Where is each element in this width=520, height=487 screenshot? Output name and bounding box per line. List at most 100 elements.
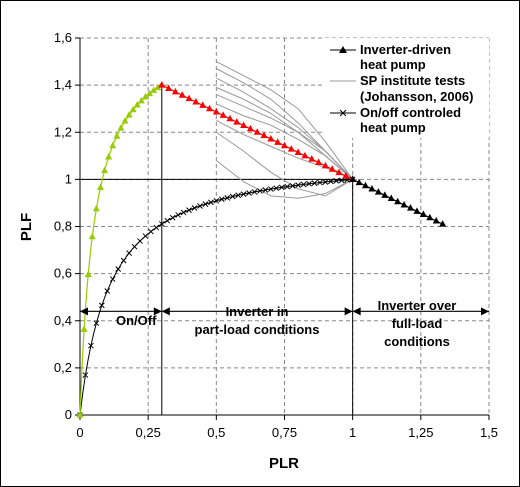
inverter-triangle-marker [226, 114, 234, 122]
on-off-cross-marker [180, 209, 187, 216]
x-tick-label: 1 [349, 425, 356, 440]
inverter-triangle-marker [281, 141, 288, 149]
region-label-full-load-line1: Inverter over [378, 298, 457, 313]
inverter-triangle-marker [141, 93, 149, 100]
inverter-triangle-marker [253, 128, 261, 135]
x-tick-labels: 0 0,25 0,5 0,75 1 1,25 1,5 [76, 425, 498, 440]
on-off-cross-marker [93, 320, 100, 327]
on-off-cross-marker [158, 221, 165, 227]
inverter-triangle-marker [246, 124, 254, 132]
arrow-part-load-head-left [161, 307, 170, 316]
inverter-triangle-marker [109, 141, 117, 149]
inverter-triangle-marker [407, 204, 415, 211]
on-off-cross-marker [240, 191, 247, 197]
inverter-triangle-marker [394, 197, 402, 205]
inverter-triangle-marker [267, 134, 275, 142]
on-off-cross-marker [88, 342, 94, 349]
inverter-triangle-marker [294, 148, 302, 155]
on-off-cross-marker [289, 182, 296, 189]
on-off-cross-marker [148, 228, 154, 235]
on-off-cross-marker [218, 196, 225, 203]
inverter-triangle-marker [274, 138, 282, 145]
inverter-triangle-marker [413, 207, 421, 214]
inverter-triangle-marker [137, 96, 145, 104]
axes [79, 38, 489, 416]
inverter-triangle-marker [121, 117, 129, 124]
inverter-triangle-marker [335, 168, 343, 176]
on-off-cross-marker [197, 203, 203, 209]
inverter-triangle-marker [342, 172, 350, 179]
on-off-cross-marker [153, 224, 160, 231]
legend-marker-triangle [339, 46, 347, 53]
on-off-cross-marker [295, 182, 301, 188]
x-tick-label: 1,25 [408, 425, 433, 440]
on-off-cross-marker [327, 178, 334, 185]
on-off-cross-marker [322, 179, 329, 185]
inverter-triangle-marker [419, 210, 427, 218]
arrow-full-load-head-right [481, 307, 489, 316]
sp-institute-curve [216, 131, 353, 197]
inverter-triangle-marker [426, 213, 434, 221]
on-off-cross-marker [175, 212, 182, 218]
inverter-triangle-marker [233, 118, 241, 125]
inverter-triangle-marker [219, 111, 227, 118]
inverter-triangle-marker [349, 175, 357, 182]
x-axis-title: PLR [269, 455, 299, 472]
inverter-triangle-marker [287, 145, 295, 152]
inverter-triangle-marker [368, 184, 376, 192]
on-off-cross-marker [202, 201, 209, 207]
inverter-triangle-marker [315, 158, 323, 166]
inverter-series [76, 81, 447, 418]
inverter-triangle-marker [88, 232, 96, 240]
inverter-green-line [79, 84, 163, 416]
inverter-triangle-marker [381, 191, 389, 198]
inverter-triangle-marker [432, 216, 440, 224]
on-off-cross-marker [262, 187, 269, 193]
on-off-cross-marker [257, 188, 263, 194]
arrow-full-load-head-left [352, 307, 361, 316]
y-tick-label: 1,2 [54, 124, 72, 139]
inverter-triangle-marker [117, 124, 125, 131]
inverter-triangle-marker [355, 178, 363, 186]
inverter-triangle-marker [301, 151, 309, 159]
on-off-cross-marker [246, 190, 252, 196]
sp-institute-curve [216, 94, 354, 180]
inverter-triangle-marker [165, 84, 173, 91]
on-off-cross-marker [115, 266, 122, 272]
arrow-on-off-head-left [80, 307, 88, 316]
y-tick-label: 0,2 [54, 360, 72, 375]
on-off-cross-marker [213, 197, 220, 204]
on-off-cross-marker [251, 189, 258, 195]
legend-item-inverter: Inverter-driven heat pump [330, 42, 451, 72]
inverter-triangle-marker [328, 165, 336, 172]
on-off-cross-marker [131, 243, 138, 250]
y-tick-label: 0,8 [54, 219, 72, 234]
inverter-triangle-marker [387, 194, 395, 202]
on-off-cross-marker [191, 205, 198, 211]
sp-institute-curve [216, 103, 353, 180]
on-off-cross-marker [333, 178, 340, 184]
region-label-full-load-line3: conditions [384, 334, 450, 349]
region-label-part-load-line1: Inverter in [226, 304, 289, 319]
reference-lines [80, 85, 354, 415]
y-tick-label: 0 [65, 407, 72, 422]
inverter-triangle-marker [80, 325, 88, 332]
inverter-triangle-marker [192, 97, 200, 105]
legend-label-sp-2: (Johansson, 2006) [360, 89, 473, 104]
on-off-cross-marker [169, 214, 176, 221]
legend-label-on-off-1: On/off controled [360, 105, 461, 120]
on-off-cross-marker [126, 250, 132, 256]
on-off-cross-marker [306, 180, 312, 187]
on-off-cross-marker [273, 185, 280, 192]
on-off-cross-marker [109, 276, 116, 282]
inverter-triangle-marker [206, 104, 214, 112]
y-tick-label: 1,6 [54, 30, 72, 45]
inverter-triangle-marker [212, 108, 220, 115]
y-axis-title: PLF [18, 213, 35, 241]
y-tick-label: 0,4 [54, 313, 72, 328]
on-off-cross-marker [311, 180, 318, 187]
arrow-on-off-head-right [153, 307, 162, 316]
inverter-triangle-marker [439, 220, 447, 227]
inverter-triangle-marker [113, 132, 121, 139]
inverter-triangle-marker [84, 270, 92, 278]
